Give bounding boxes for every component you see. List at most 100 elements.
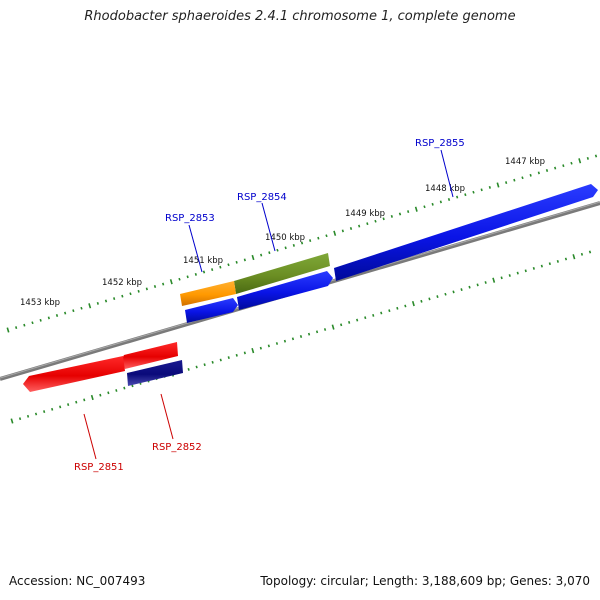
minor-tick: [358, 224, 361, 228]
minor-tick: [488, 185, 491, 189]
major-tick: [251, 347, 255, 354]
minor-tick: [309, 239, 312, 243]
minor-tick: [554, 166, 557, 170]
feature-rsp-2855[interactable]: [334, 184, 598, 281]
minor-tick: [187, 367, 190, 371]
minor-tick: [349, 227, 353, 230]
minor-tick: [123, 386, 126, 390]
minor-tick: [548, 262, 551, 266]
minor-tick: [292, 243, 295, 247]
minor-tick: [529, 173, 532, 177]
minor-tick: [104, 299, 108, 303]
minor-tick: [227, 356, 230, 360]
minor-tick: [325, 234, 328, 238]
feature-rsp-2851[interactable]: [23, 356, 125, 392]
minor-tick: [31, 321, 34, 325]
minor-tick: [398, 212, 402, 216]
minor-tick: [276, 248, 279, 252]
minor-tick: [423, 205, 426, 209]
tick-label: 1453 kbp: [20, 298, 60, 308]
minor-tick: [348, 320, 351, 324]
major-tick: [251, 254, 255, 261]
accession-label: Accession: NC_007493: [9, 574, 146, 588]
feature-rsp-2854-gene[interactable]: [234, 253, 330, 294]
minor-tick: [562, 164, 565, 168]
minor-tick: [259, 346, 262, 350]
minor-tick: [508, 274, 511, 277]
minor-tick: [420, 299, 423, 303]
minor-tick: [588, 250, 592, 254]
feature-rsp-2852-cds[interactable]: [127, 360, 183, 386]
tick-label: 1452 kbp: [102, 278, 142, 288]
minor-tick: [186, 275, 189, 279]
major-tick: [492, 277, 496, 283]
minor-tick: [404, 304, 407, 308]
major-tick: [414, 206, 418, 212]
minor-tick: [564, 257, 568, 261]
minor-tick: [366, 222, 369, 226]
major-tick: [333, 230, 337, 236]
minor-tick: [162, 282, 165, 286]
feature-rsp-2852-gene[interactable]: [120, 342, 178, 369]
minor-tick: [275, 342, 279, 345]
minor-tick: [374, 219, 377, 223]
major-tick: [90, 394, 94, 401]
minor-tick: [15, 326, 18, 330]
minor-tick: [47, 316, 50, 320]
minor-tick: [115, 389, 118, 392]
minor-tick: [55, 314, 59, 317]
minor-tick: [341, 229, 344, 233]
minor-tick: [396, 306, 399, 310]
gene-label-rsp-2851[interactable]: RSP_2851: [74, 462, 124, 473]
major-tick: [6, 327, 10, 333]
minor-tick: [586, 156, 589, 160]
minor-tick: [283, 339, 287, 343]
minor-tick: [594, 154, 598, 158]
minor-tick: [211, 360, 214, 364]
minor-tick: [382, 217, 385, 221]
minor-tick: [537, 171, 540, 175]
minor-tick: [476, 283, 479, 287]
gene-label-rsp-2855[interactable]: RSP_2855: [415, 138, 465, 149]
minor-tick: [380, 311, 383, 315]
minor-tick: [26, 414, 30, 418]
minor-tick: [452, 290, 455, 294]
minor-tick: [18, 417, 22, 421]
minor-tick: [203, 363, 206, 367]
map-title: Rhodobacter sphaeroides 2.4.1 chromosome…: [84, 9, 516, 24]
minor-tick: [113, 297, 116, 301]
minor-tick: [480, 188, 483, 192]
minor-tick: [75, 400, 78, 404]
minor-tick: [211, 268, 214, 272]
minor-tick: [153, 285, 157, 288]
minor-tick: [243, 351, 246, 355]
minor-tick: [468, 285, 471, 289]
minor-tick: [96, 301, 99, 305]
gene-label-rsp-2854[interactable]: RSP_2854: [237, 192, 287, 203]
minor-tick: [521, 176, 524, 180]
minor-tick: [444, 292, 447, 296]
minor-tick: [64, 311, 67, 315]
gene-label-rsp-2852[interactable]: RSP_2852: [152, 442, 202, 453]
gene-labels: RSP_2855 RSP_2854 RSP_2853 RSP_2852 RSP_…: [74, 138, 465, 473]
genome-summary: Topology: circular; Length: 3,188,609 bp…: [260, 574, 590, 588]
minor-tick: [129, 292, 132, 296]
leader-rsp-2851: [83, 413, 97, 460]
minor-tick: [315, 330, 319, 334]
minor-tick: [227, 263, 230, 267]
minor-tick: [39, 318, 42, 322]
minor-tick: [202, 270, 206, 274]
gene-label-rsp-2853[interactable]: RSP_2853: [165, 213, 215, 224]
feature-rsp-2853-cds[interactable]: [185, 298, 238, 323]
minor-tick: [121, 294, 124, 298]
minor-tick: [456, 195, 459, 199]
major-tick: [496, 182, 500, 188]
feature-rsp-2853-gene[interactable]: [180, 281, 236, 306]
minor-tick: [67, 403, 70, 407]
minor-tick: [372, 313, 375, 317]
major-tick: [572, 254, 576, 260]
minor-tick: [532, 266, 535, 270]
minor-tick: [219, 358, 222, 362]
minor-tick: [307, 332, 311, 336]
feature-rsp-2854-cds[interactable]: [237, 271, 333, 310]
